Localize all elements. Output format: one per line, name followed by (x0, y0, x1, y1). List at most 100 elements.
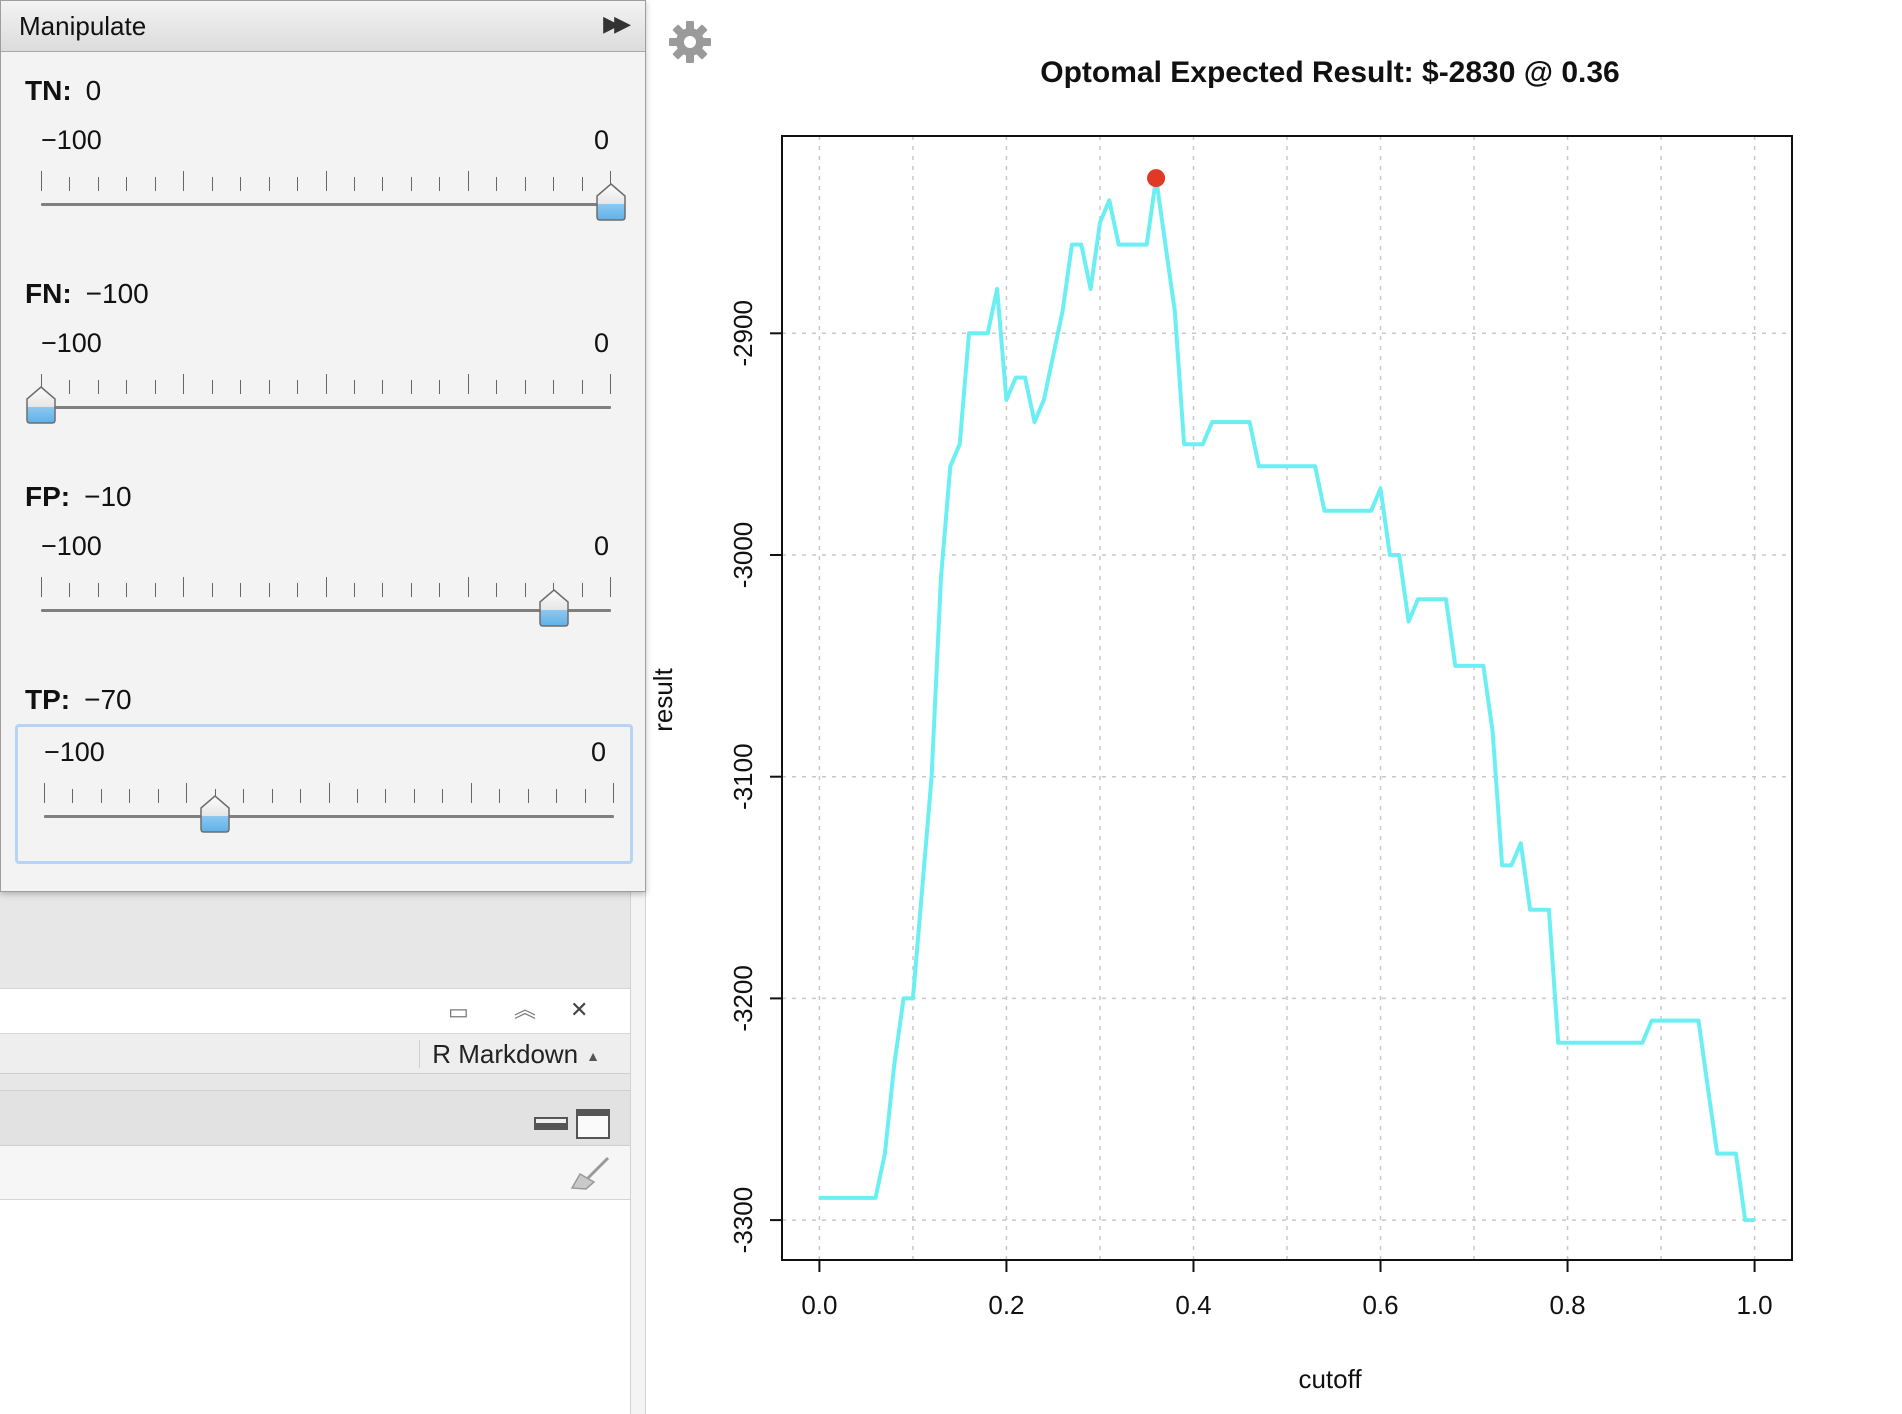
slider-tick (467, 374, 469, 394)
control-label: TN: 0 (25, 75, 101, 107)
slider-tick (268, 177, 270, 191)
slider-min-label: −100 (44, 737, 105, 767)
slider-tick (211, 177, 213, 191)
x-tick-label: 0.6 (1362, 1290, 1398, 1320)
slider-tick (297, 177, 299, 191)
slider-tick (240, 583, 242, 597)
manipulate-title: Manipulate (19, 11, 147, 41)
slider-tick (524, 380, 526, 394)
slider-track[interactable] (41, 203, 611, 206)
optimal-point (1147, 169, 1166, 188)
close-icon[interactable]: ✕ (570, 997, 589, 1022)
slider-min-label: −100 (41, 328, 102, 358)
slider-thumb[interactable] (596, 183, 626, 221)
editor-status-bar: R Markdown ▲ (0, 1034, 630, 1074)
control-name: FP: (25, 481, 71, 512)
slider-track[interactable] (41, 406, 611, 409)
x-tick-label: 0.4 (1175, 1290, 1211, 1320)
y-tick-label: -3100 (728, 743, 758, 810)
control-fn: FN: −100 −100 0 (1, 278, 647, 478)
x-tick-label: 0.2 (988, 1290, 1024, 1320)
slider-tick (610, 577, 611, 597)
slider-tick (410, 177, 412, 191)
slider-tick (442, 789, 444, 803)
slider-tick (581, 583, 583, 597)
fn-slider[interactable]: −100 0 (15, 318, 633, 458)
slider-thumb[interactable] (26, 386, 56, 424)
slider-tick (325, 577, 327, 597)
slider-tick (439, 583, 441, 597)
maximize-icon[interactable] (576, 1109, 610, 1139)
slider-tick (467, 171, 469, 191)
slider-tick (382, 177, 384, 191)
control-value: −10 (84, 481, 132, 512)
control-label: FN: −100 (25, 278, 149, 310)
slider-tick (524, 583, 526, 597)
slider-tick (470, 783, 472, 803)
slider-ticks (41, 171, 611, 191)
slider-tick (97, 177, 99, 191)
slider-tick (553, 177, 555, 191)
slider-tick (271, 789, 273, 803)
control-value: 0 (85, 75, 102, 106)
slider-tick (69, 380, 71, 394)
slider-max-label: 0 (593, 125, 609, 155)
control-label: TP: −70 (25, 684, 132, 716)
series-points (819, 178, 1755, 1221)
slider-tick (97, 380, 99, 394)
slider-ticks (41, 374, 611, 394)
manipulate-header: Manipulate ▶▶ (1, 1, 645, 52)
x-tick-label: 0.0 (801, 1290, 837, 1320)
x-tick-label: 0.8 (1549, 1290, 1585, 1320)
chevron-up-icon[interactable]: ︽ (514, 997, 537, 1022)
slider-ticks (41, 577, 611, 597)
page-icon[interactable]: ▭ (448, 999, 469, 1024)
slider-tick (69, 177, 71, 191)
console-pane-header (0, 1090, 630, 1146)
slider-tick (183, 374, 185, 394)
gear-icon[interactable] (668, 20, 712, 64)
document-mode-select[interactable]: R Markdown ▲ (419, 1040, 616, 1068)
slider-min-label: −100 (41, 125, 102, 155)
slider-tick (297, 380, 299, 394)
broom-icon[interactable] (566, 1156, 610, 1190)
y-tick-label: -3300 (728, 1187, 758, 1254)
tn-slider[interactable]: −100 0 (15, 115, 633, 255)
slider-track[interactable] (44, 815, 614, 818)
slider-tick (553, 380, 555, 394)
slider-track[interactable] (41, 609, 611, 612)
minimize-icon[interactable] (534, 1115, 568, 1131)
y-tick-label: -3200 (728, 965, 758, 1032)
slider-tick (496, 583, 498, 597)
slider-tick (41, 374, 42, 394)
slider-tick (41, 577, 42, 597)
slider-tick (581, 177, 583, 191)
plot-grid (782, 136, 1792, 1260)
collapse-panel-icon[interactable]: ▶▶ (603, 11, 631, 36)
slider-tick (581, 380, 583, 394)
slider-tick (126, 380, 128, 394)
control-fp: FP: −10 −100 0 (1, 481, 647, 681)
control-label: FP: −10 (25, 481, 132, 513)
slider-tick (268, 583, 270, 597)
slider-tick (610, 171, 611, 191)
slider-tick (69, 583, 71, 597)
slider-tick (410, 583, 412, 597)
fp-slider[interactable]: −100 0 (15, 521, 633, 661)
slider-tick (72, 789, 74, 803)
x-tick-label: 1.0 (1737, 1290, 1773, 1320)
y-axis-label: result (648, 667, 678, 731)
tp-slider[interactable]: −100 0 (15, 724, 633, 864)
control-name: TP: (25, 684, 71, 715)
slider-thumb[interactable] (200, 795, 230, 833)
slider-tick (584, 789, 586, 803)
slider-tick (556, 789, 558, 803)
slider-tick (297, 583, 299, 597)
slider-tick (527, 789, 529, 803)
slider-tick (268, 380, 270, 394)
slider-tick (353, 583, 355, 597)
slider-thumb[interactable] (539, 589, 569, 627)
slider-min-label: −100 (41, 531, 102, 561)
slider-tick (353, 177, 355, 191)
slider-tick (300, 789, 302, 803)
